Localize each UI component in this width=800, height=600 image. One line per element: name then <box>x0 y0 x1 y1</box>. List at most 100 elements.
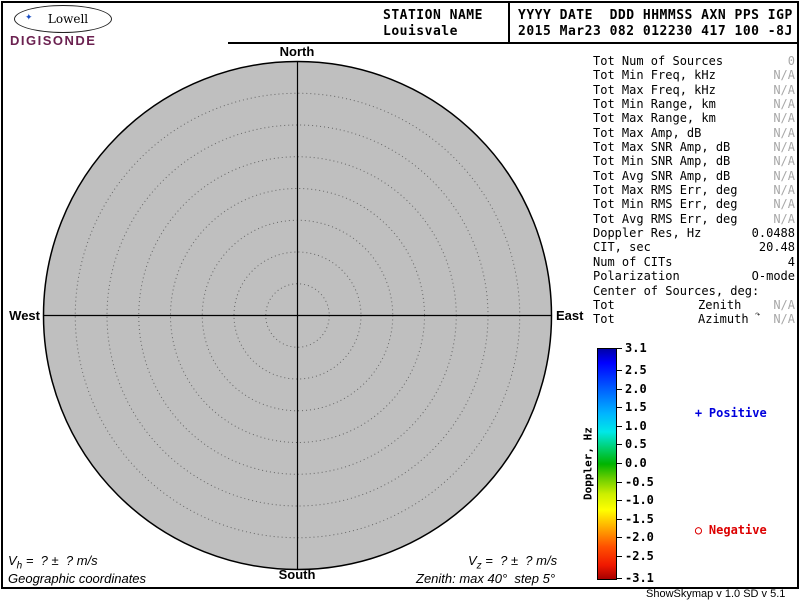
stats-panel: Tot Num of Sources 0 Tot Min Freq, kHz N/A T… <box>593 54 795 327</box>
stat-value: N/A <box>773 197 795 212</box>
label-north: North <box>279 44 315 59</box>
stat-row: Tot Avg RMS Err, deg N/A <box>593 212 795 226</box>
colorbar-tick <box>617 481 622 483</box>
colorbar-tick-label: -2.5 <box>625 548 654 563</box>
colorbar-tick <box>617 518 622 520</box>
colorbar-tick <box>617 555 622 557</box>
colorbar-tick-label: 0.0 <box>625 456 647 470</box>
stat-value: 0 <box>787 54 795 68</box>
stat-row: Tot Min SNR Amp, dB N/A <box>593 154 795 168</box>
lowell-logo-ellipse: ✦ Lowell <box>14 5 112 33</box>
stat-label: Center of Sources, deg: <box>593 283 760 298</box>
version-text: ShowSkymap v 1.0 SD v 5.1 <box>646 588 786 600</box>
stat-label: Polarization <box>593 269 680 284</box>
stat-label: Tot <box>593 312 615 327</box>
stat-row: Tot Azimuth ↷ N/A <box>593 310 795 327</box>
window-frame <box>1 1 799 589</box>
colorbar-tick <box>617 425 622 427</box>
stat-label: Tot Max Freq, kHz <box>593 82 716 97</box>
stat-value: 4 <box>787 254 795 269</box>
colorbar-tick <box>617 370 622 372</box>
colorbar-tick-label: 1.5 <box>625 400 647 415</box>
colorbar-title: Doppler, Hz <box>581 427 595 500</box>
label-east: East <box>556 308 584 323</box>
stat-value: 20.48 <box>758 240 795 255</box>
stat-row: Tot Max Amp, dB N/A <box>593 126 795 140</box>
skymap-plot <box>42 60 553 571</box>
stat-row: Tot Avg SNR Amp, dB N/A <box>593 169 795 183</box>
legend-negative-label: Negative <box>708 523 767 537</box>
stat-value: 0.0488 <box>751 226 795 241</box>
colorbar-tick-label: -0.5 <box>625 474 654 489</box>
station-name-value: Louisvale <box>383 24 458 39</box>
stat-value: N/A <box>773 297 795 312</box>
stat-label: Tot Avg SNR Amp, dB <box>593 168 731 183</box>
legend-positive-label: Positive <box>708 406 767 420</box>
stat-sublabel: Zenith <box>698 297 742 312</box>
lowell-star-icon: ✦ <box>25 13 33 23</box>
stat-label: Tot Min SNR Amp, dB <box>593 154 731 169</box>
horizontal-velocity-readout: Vh = ? ± ? m/s <box>8 553 98 572</box>
header-divider-vertical <box>508 3 510 42</box>
stat-value: N/A <box>773 211 795 226</box>
stat-row: Tot Min Freq, kHz N/A <box>593 68 795 82</box>
stat-row: Doppler Res, Hz 0.0488 <box>593 226 795 240</box>
coordinate-system-note: Geographic coordinates <box>8 571 147 586</box>
stat-value: N/A <box>773 168 795 183</box>
stat-label: Num of CITs <box>593 254 673 269</box>
stat-row: Tot Num of Sources 0 <box>593 54 795 68</box>
stat-value: N/A <box>773 68 795 83</box>
colorbar-tick-label: 3.1 <box>625 341 647 355</box>
digisonde-wordmark: DIGISONDE <box>10 33 97 48</box>
stat-row: Tot Zenith N/A <box>593 298 795 312</box>
station-name-label: STATION NAME <box>383 8 483 23</box>
colorbar-gradient <box>597 348 617 580</box>
colorbar-tick-label: 2.5 <box>625 363 647 378</box>
stat-label: Tot Avg RMS Err, deg <box>593 211 738 226</box>
colorbar-tick <box>617 537 622 539</box>
vertical-velocity-readout: Vz = ? ± ? m/s <box>468 553 558 572</box>
stat-row: Center of Sources, deg: <box>593 284 795 298</box>
colorbar-tick-label: -1.5 <box>625 511 654 526</box>
datetime-header-value: 2015 Mar23 082 012230 417 100 -8J <box>518 24 793 39</box>
stat-value: N/A <box>773 82 795 97</box>
stat-row: Tot Max Range, km N/A <box>593 111 795 125</box>
colorbar-tick-label: 2.0 <box>625 381 647 396</box>
colorbar-tick-label: -2.0 <box>625 530 654 545</box>
stat-label: Doppler Res, Hz <box>593 226 702 241</box>
stat-value: N/A <box>773 125 795 140</box>
stat-row: Tot Max RMS Err, deg N/A <box>593 183 795 197</box>
zenith-scale-note: Zenith: max 40° step 5° <box>416 571 556 586</box>
stat-label: Tot Max RMS Err, deg <box>593 183 738 198</box>
stat-label: Tot Max SNR Amp, dB <box>593 140 731 155</box>
header-divider-horizontal <box>228 42 797 44</box>
stat-row: Tot Max Freq, kHz N/A <box>593 83 795 97</box>
stat-value: O-mode <box>751 269 795 284</box>
lowell-wordmark: Lowell <box>47 12 89 26</box>
colorbar-tick <box>617 407 622 409</box>
stat-label: CIT, sec <box>593 240 651 255</box>
stat-value: N/A <box>773 140 795 155</box>
colorbar-tick <box>617 463 622 464</box>
stat-row: Polarization O-mode <box>593 269 795 283</box>
stat-row: Tot Min RMS Err, deg N/A <box>593 197 795 211</box>
stat-label: Tot Min Freq, kHz <box>593 68 716 83</box>
stat-value: N/A <box>773 183 795 198</box>
stat-value: N/A <box>773 154 795 169</box>
plus-marker-icon: + <box>694 406 703 420</box>
stat-row: Num of CITs 4 <box>593 255 795 269</box>
stat-label: Tot Num of Sources <box>593 54 724 68</box>
colorbar-tick <box>617 388 622 390</box>
stat-label: Tot Min Range, km <box>593 97 716 112</box>
label-west: West <box>9 308 40 323</box>
stat-row: Tot Min Range, km N/A <box>593 97 795 111</box>
stat-row: CIT, sec 20.48 <box>593 240 795 254</box>
stat-value: N/A <box>773 312 795 327</box>
stat-label: Tot Max Range, km <box>593 111 716 126</box>
stat-sublabel: Azimuth <box>698 312 749 327</box>
colorbar-tick-label: 1.0 <box>625 418 647 433</box>
colorbar-area: 3.1 2.5 2.0 1.5 1.0 0.5 0.0 -0.5 -1.0 -1.5 -2.0 -2.… <box>597 341 657 588</box>
stat-label: Tot Min RMS Err, deg <box>593 197 738 212</box>
colorbar-tick <box>617 444 622 446</box>
colorbar-tick <box>617 578 622 579</box>
